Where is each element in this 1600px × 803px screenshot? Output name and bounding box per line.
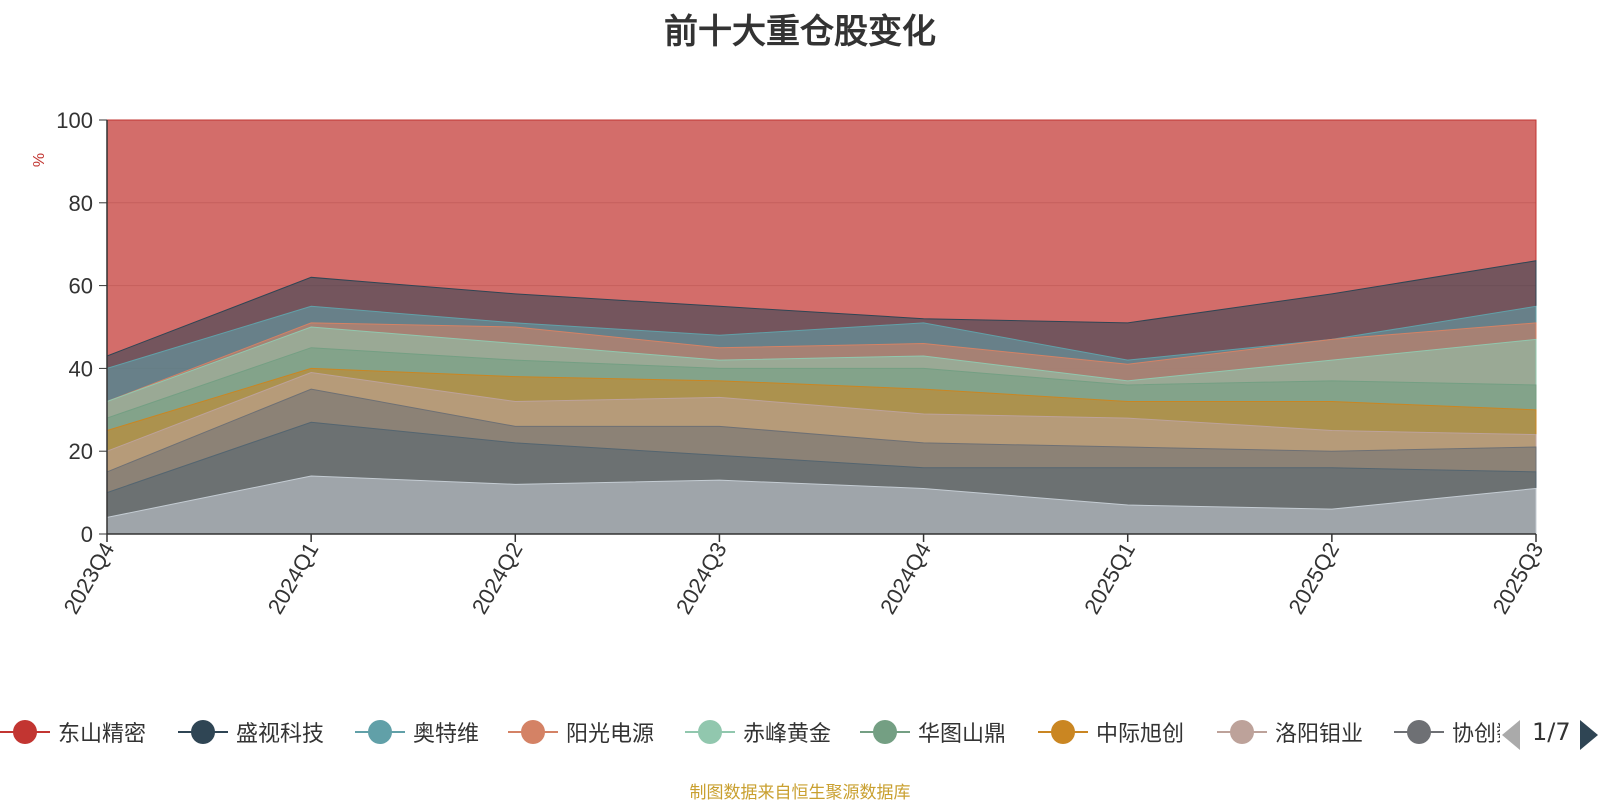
legend-item-7[interactable]: 洛阳钼业: [1217, 712, 1363, 752]
legend-label: 阳光电源: [566, 722, 655, 747]
legend-label: 中际旭创: [1096, 722, 1185, 747]
y-tick-label-3: 60: [69, 274, 93, 299]
legend-page-label: 1/7: [1532, 718, 1571, 746]
legend-item-2[interactable]: 奥特维: [355, 712, 479, 752]
x-tick-label-3: 2024Q3: [671, 538, 732, 618]
y-tick-label-4: 80: [69, 191, 93, 216]
x-tick-label-1: 2024Q1: [263, 538, 324, 618]
y-tick-label-0: 0: [81, 522, 93, 547]
legend-pager: 1/7: [1500, 714, 1600, 754]
next-page-icon[interactable]: [1580, 720, 1598, 750]
legend-item-1[interactable]: 盛视科技: [178, 712, 324, 752]
legend-marker-icon: [860, 720, 910, 744]
legend-item-0[interactable]: 东山精密: [0, 712, 146, 752]
legend-marker-icon: [685, 720, 735, 744]
legend-marker-icon: [508, 720, 558, 744]
y-tick-label-5: 100: [56, 108, 93, 133]
x-tick-label-4: 2024Q4: [875, 538, 936, 618]
legend-label: 协创数据: [1452, 722, 1500, 747]
legend-item-4[interactable]: 赤峰黄金: [685, 712, 831, 752]
legend-item-5[interactable]: 华图山鼎: [860, 712, 1006, 752]
legend-item-3[interactable]: 阳光电源: [508, 712, 654, 752]
source-note: 制图数据来自恒生聚源数据库: [689, 783, 911, 803]
legend-marker-icon: [1217, 720, 1267, 744]
x-tick-label-5: 2025Q1: [1079, 538, 1140, 618]
legend-marker-icon: [1038, 720, 1088, 744]
axis-layer: 0 20 40 60 80 100 2023Q4 2024Q1 2024Q2 2024Q3 2024…: [56, 108, 1548, 618]
legend-marker-icon: [0, 720, 50, 744]
chart-title: 前十大重仓股变化: [664, 12, 936, 52]
legend-label: 奥特维: [413, 722, 480, 747]
legend-item-8[interactable]: 协创数据: [1394, 712, 1500, 752]
x-tick-label-0: 2023Q4: [59, 538, 120, 618]
y-tick-label-1: 20: [69, 439, 93, 464]
legend-label: 盛视科技: [236, 722, 325, 747]
legend-label: 东山精密: [58, 722, 147, 747]
area-chart: 0 20 40 60 80 100 2023Q4 2024Q1 2024Q2 2024Q3 2024…: [31, 108, 1548, 618]
legend-label: 洛阳钼业: [1275, 722, 1364, 747]
legend-marker-icon: [1394, 720, 1444, 744]
legend-marker-icon: [178, 720, 228, 744]
x-tick-label-2: 2024Q2: [467, 538, 528, 618]
x-tick-label-7: 2025Q3: [1488, 538, 1549, 618]
legend-label: 华图山鼎: [918, 722, 1007, 747]
y-axis-label: %: [31, 153, 48, 167]
series-area-10: [106, 475, 1537, 535]
x-tick-label-6: 2025Q2: [1283, 538, 1344, 618]
prev-page-icon[interactable]: [1502, 720, 1520, 750]
legend-item-6[interactable]: 中际旭创: [1038, 712, 1184, 752]
area-layer: [106, 119, 1537, 535]
y-tick-label-2: 40: [69, 356, 93, 381]
legend: 东山精密 盛视科技 奥特维 阳光电源 赤峰黄金 华图山鼎 中际旭创 洛阳钼业 协创数据: [0, 712, 1500, 752]
legend-marker-icon: [355, 720, 405, 744]
legend-label: 赤峰黄金: [743, 722, 832, 747]
